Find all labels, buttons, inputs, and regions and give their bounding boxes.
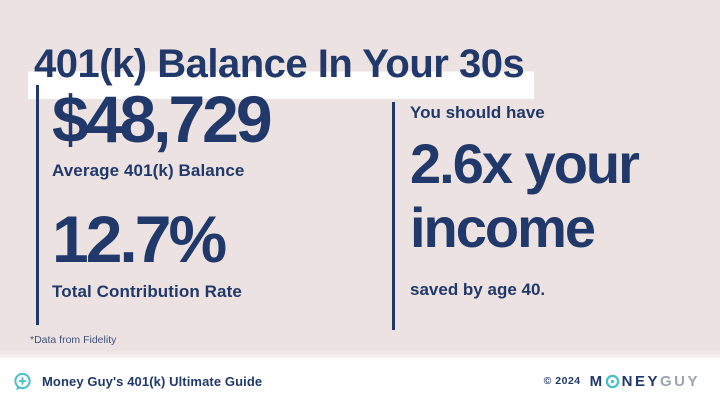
income-target-block: You should have 2.6x your income saved b… — [392, 102, 640, 330]
average-balance-label: Average 401(k) Balance — [52, 161, 245, 181]
guide-title-text: Money Guy's 401(k) Ultimate Guide — [42, 373, 263, 389]
brand-wordmark: M NEY GUY — [590, 373, 700, 390]
brand-o-target-icon — [605, 374, 620, 389]
contribution-rate-label: Total Contribution Rate — [52, 281, 242, 301]
page-title: 401(k) Balance In Your 30s — [28, 38, 535, 99]
copyright-text: © 2024 — [543, 375, 581, 387]
average-balance-value: $48,729 — [52, 82, 273, 156]
data-source-footnote: *Data from Fidelity — [30, 334, 117, 346]
target-multiplier-line2: income — [410, 195, 596, 259]
balance-stats-block: $48,729 Average 401(k) Balance 12.7% Tot… — [36, 82, 273, 325]
footer-left-group: Money Guy's 401(k) Ultimate Guide — [13, 372, 262, 391]
target-intro-text: You should have — [410, 103, 545, 122]
target-multiplier-line1: 2.6x your — [410, 132, 640, 195]
brand-letter-m: M — [589, 372, 605, 390]
money-guy-bubble-plus-icon — [13, 372, 32, 391]
page-title-highlight: 401(k) Balance In Your 30s — [28, 38, 535, 99]
brand-letters-guy: GUY — [659, 372, 700, 390]
brand-letters-ney: NEY — [621, 372, 660, 390]
footer-bar: Money Guy's 401(k) Ultimate Guide © 2024… — [0, 358, 720, 404]
footer-right-group: © 2024 M NEY GUY — [544, 373, 700, 390]
target-outro-text: saved by age 40. — [410, 279, 546, 299]
contribution-rate-value: 12.7% — [52, 202, 227, 277]
